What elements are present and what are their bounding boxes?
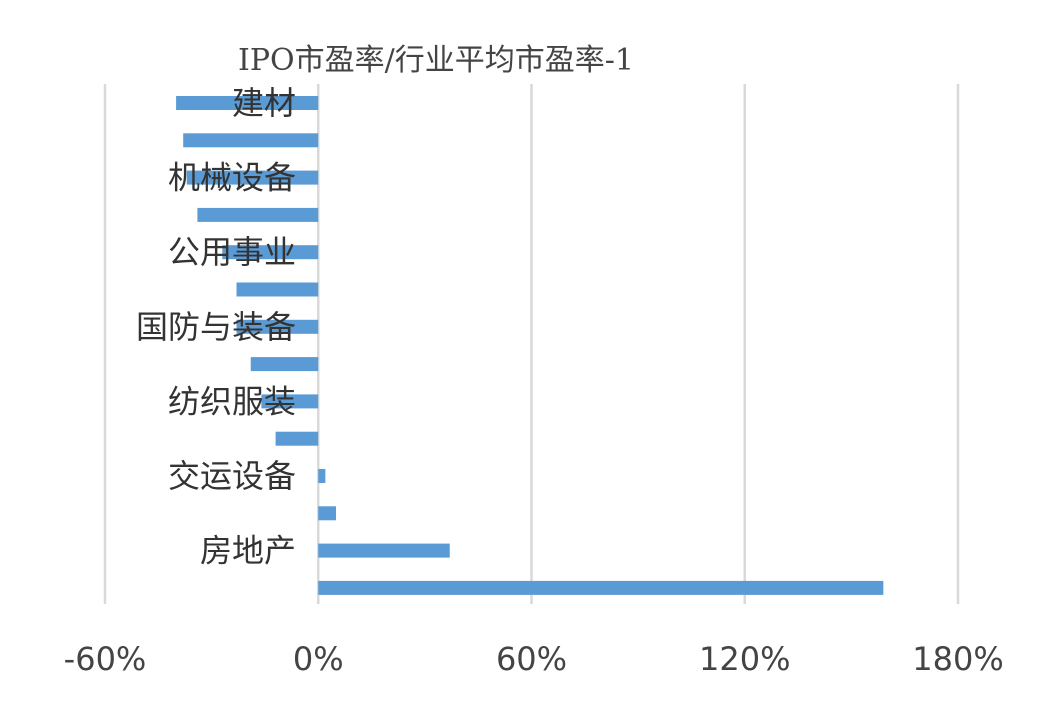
bar — [318, 469, 326, 483]
category-label: 房地产 — [200, 532, 296, 570]
bar — [236, 282, 319, 297]
bar — [318, 506, 337, 521]
bar — [250, 357, 319, 372]
bar — [236, 319, 319, 334]
bar — [318, 580, 884, 595]
x-tick-label: 60% — [496, 640, 567, 678]
bar — [186, 170, 319, 185]
category-label: 国防与装备 — [136, 308, 296, 346]
bar — [176, 96, 319, 110]
category-label: 建材 — [232, 84, 296, 122]
category-label: 纺织服装 — [168, 382, 296, 420]
category-label: 机械设备 — [168, 159, 296, 197]
bars — [176, 96, 884, 595]
x-tick-label: 0% — [293, 640, 344, 678]
x-tick-label: -60% — [64, 640, 147, 678]
bar — [275, 431, 319, 446]
bar — [197, 207, 319, 222]
bar — [318, 543, 450, 558]
bar — [261, 394, 319, 409]
category-label: 公用事业 — [168, 233, 296, 271]
chart-title: IPO市盈率/行业平均市盈率-1 — [238, 43, 634, 78]
bar — [183, 133, 319, 148]
x-axis-ticks: -60% 0% 60% 120% 180% — [64, 640, 1004, 678]
x-tick-label: 180% — [912, 640, 1003, 678]
x-tick-label: 120% — [699, 640, 790, 678]
category-label: 交运设备 — [168, 457, 296, 495]
bar — [222, 245, 319, 260]
